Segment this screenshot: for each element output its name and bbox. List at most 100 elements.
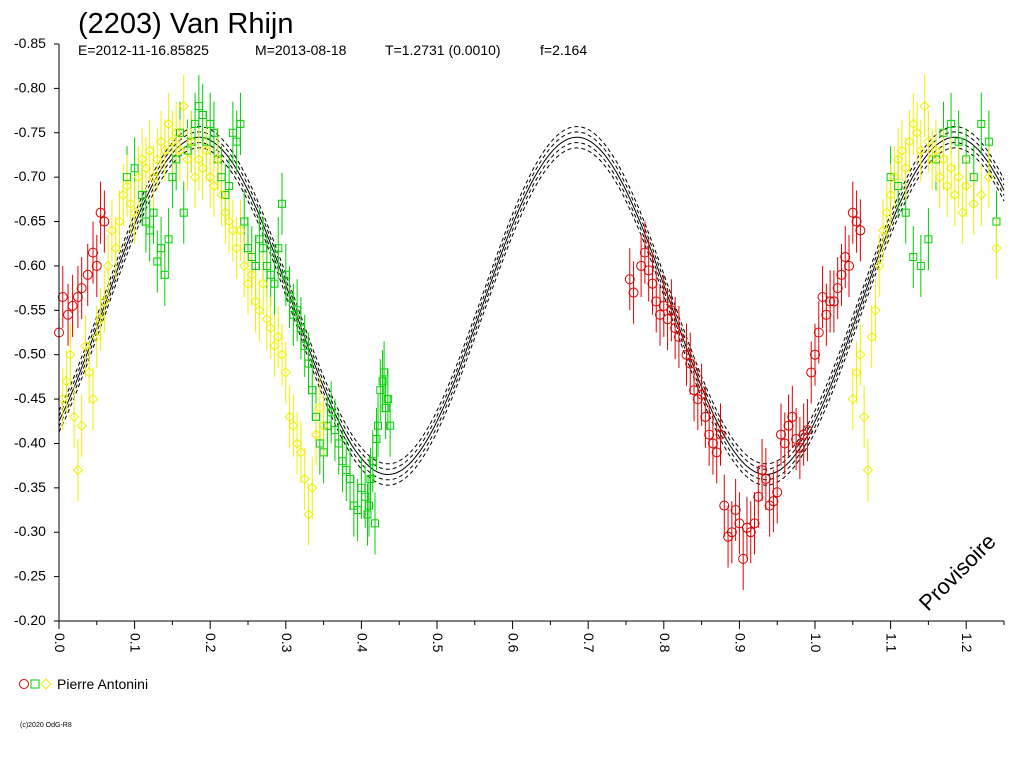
data-point-diamond xyxy=(318,420,329,431)
data-point-square xyxy=(209,128,218,137)
data-point-circle xyxy=(647,278,658,289)
data-point-diamond xyxy=(159,145,171,156)
subtitle-epoch: E=2012-11-16.85825 xyxy=(78,42,209,58)
data-point-diamond xyxy=(80,340,91,352)
data-point-diamond xyxy=(885,189,896,201)
chart-title: (2203) Van Rhijn xyxy=(78,8,293,40)
data-point-square xyxy=(187,137,196,146)
data-point-square xyxy=(225,182,234,191)
data-point-square xyxy=(149,208,158,217)
data-point-diamond xyxy=(220,207,231,218)
data-point-square xyxy=(194,102,203,111)
fit-envelope xyxy=(58,147,1005,486)
data-point-square xyxy=(202,137,211,146)
data-point-square xyxy=(962,155,971,164)
data-point-circle xyxy=(813,327,824,338)
data-point-square xyxy=(992,217,1001,226)
data-point-diamond xyxy=(911,127,923,138)
data-point-square xyxy=(323,421,332,430)
data-point-diamond xyxy=(858,411,870,423)
data-point-square xyxy=(364,501,373,510)
data-point-diamond xyxy=(942,180,953,192)
data-point-diamond xyxy=(106,225,118,236)
data-point-circle xyxy=(730,505,741,516)
data-point-square xyxy=(175,128,184,137)
data-point-circle xyxy=(855,225,866,236)
x-tick-label: 0.9 xyxy=(732,633,748,653)
axis-ticks: 0.0 0.1 0.2 0.3 0.4 0.5 0.6 0.7 0.8 0.9 1.0 1.1 1.2 -… xyxy=(14,35,1005,653)
data-point-circle xyxy=(775,429,786,440)
y-tick-label: -0.45 xyxy=(14,390,46,406)
data-point-square xyxy=(954,137,963,146)
data-point-diamond xyxy=(201,145,212,156)
legend: Pierre Antonini xyxy=(19,676,148,692)
x-tick-label: 0.7 xyxy=(581,633,597,653)
data-point-diamond xyxy=(881,207,893,218)
data-point-circle xyxy=(651,296,662,307)
data-point-diamond xyxy=(129,207,140,218)
data-point-circle xyxy=(768,496,779,507)
data-point-circle xyxy=(655,309,666,320)
data-point-circle xyxy=(847,207,858,218)
data-point-square xyxy=(346,474,355,483)
x-tick-label: 0.6 xyxy=(506,633,522,653)
data-point-diamond xyxy=(208,180,220,192)
data-point-square xyxy=(894,182,903,191)
data-point-square xyxy=(368,457,377,466)
data-point-circle xyxy=(670,323,681,334)
data-point-diamond xyxy=(102,260,114,272)
data-point-diamond xyxy=(87,393,99,405)
data-point-square xyxy=(270,279,279,288)
data-point-circle xyxy=(704,429,715,440)
data-point-diamond xyxy=(95,313,106,325)
data-point-square xyxy=(315,439,324,448)
data-point-square xyxy=(262,261,271,270)
data-point-diamond xyxy=(291,438,303,449)
data-point-diamond xyxy=(295,447,307,458)
data-point-circle xyxy=(779,438,790,449)
data-point-diamond xyxy=(68,411,80,423)
data-point-circle xyxy=(628,287,639,298)
data-point-diamond xyxy=(273,331,284,343)
data-point-circle xyxy=(753,491,764,502)
data-point-diamond xyxy=(265,322,276,334)
data-point-square xyxy=(145,226,154,235)
data-point-diamond xyxy=(310,429,322,440)
data-point-square xyxy=(363,510,372,519)
data-point-circle xyxy=(643,265,654,276)
data-point-diamond xyxy=(855,349,866,360)
data-point-square xyxy=(381,403,390,412)
data-point-diamond xyxy=(892,154,904,165)
watermark: Provisoire xyxy=(914,529,1001,616)
data-point-diamond xyxy=(246,269,257,281)
data-point-circle xyxy=(681,349,692,360)
data-point-circle xyxy=(673,331,684,342)
data-point-diamond xyxy=(303,509,314,520)
data-point-square xyxy=(259,244,268,253)
data-point-square xyxy=(376,386,385,395)
data-point-diamond xyxy=(155,136,167,147)
data-point-square xyxy=(130,164,139,173)
copyright: (c)2020 OdG-R8 xyxy=(20,722,72,729)
data-point-square xyxy=(213,155,222,164)
data-point-square xyxy=(374,421,383,430)
data-point-square xyxy=(312,412,321,421)
data-point-diamond xyxy=(193,154,205,165)
data-point-square xyxy=(319,448,328,457)
data-point-square xyxy=(939,128,948,137)
data-point-diamond xyxy=(182,154,193,165)
data-point-square xyxy=(247,253,256,262)
data-point-circle xyxy=(828,296,839,307)
data-point-square xyxy=(217,173,226,182)
x-tick-label: 1.2 xyxy=(959,633,975,653)
data-point-diamond xyxy=(186,136,197,147)
y-tick-label: -0.70 xyxy=(14,168,46,184)
data-point-circle xyxy=(67,300,78,311)
data-point-diamond xyxy=(152,154,163,165)
data-point-square xyxy=(366,474,375,483)
y-tick-label: -0.55 xyxy=(14,301,46,317)
data-point-square xyxy=(371,519,380,528)
data-point-square xyxy=(198,111,207,120)
data-point-diamond xyxy=(896,145,908,156)
data-point-square xyxy=(304,359,313,368)
